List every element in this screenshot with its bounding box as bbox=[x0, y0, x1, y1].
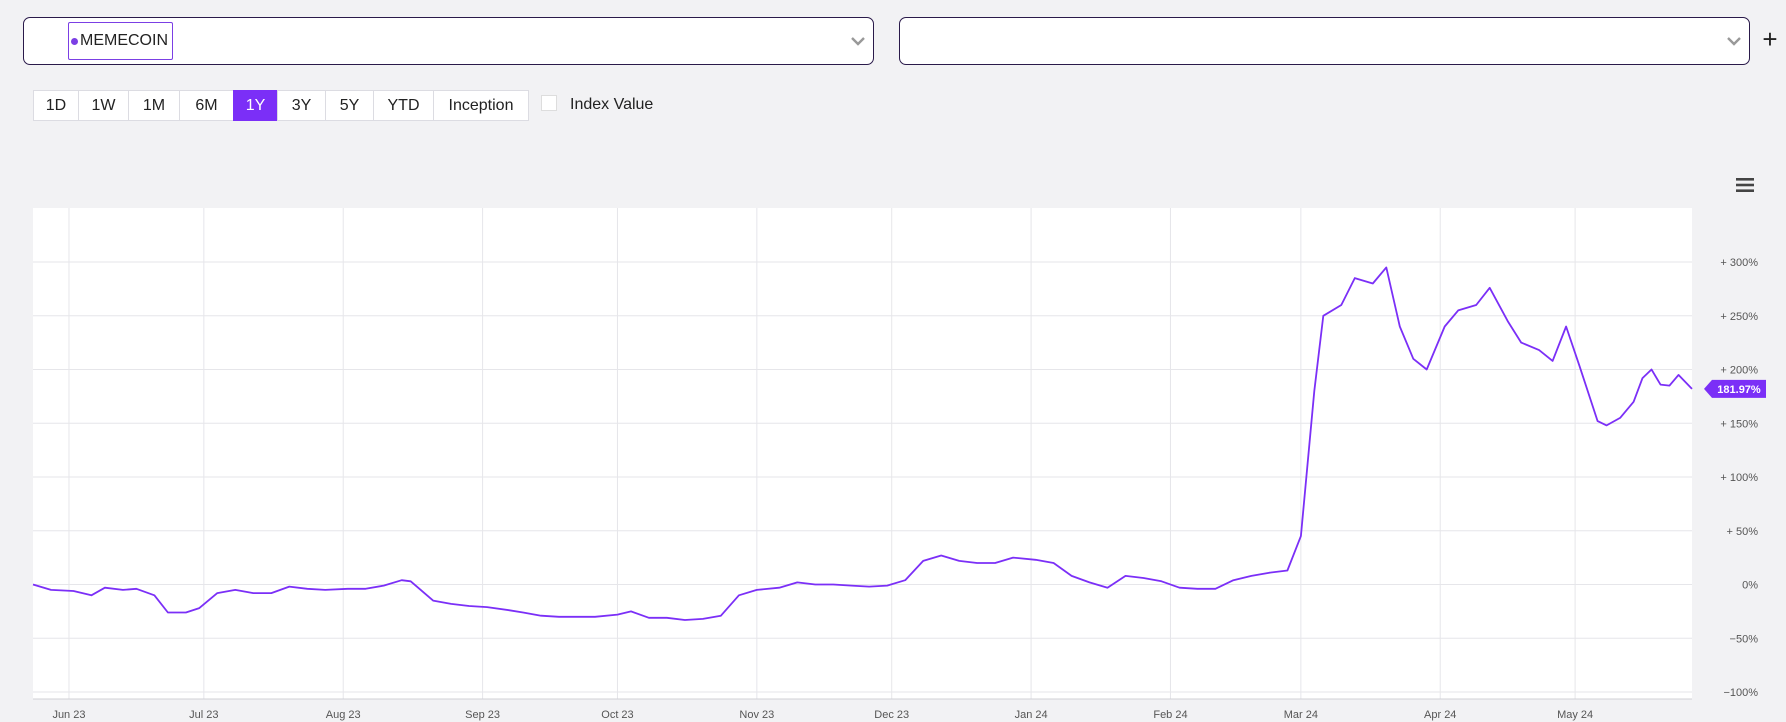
x-tick-label: Dec 23 bbox=[874, 709, 909, 721]
y-tick-label: + 100% bbox=[1720, 472, 1758, 484]
range-button-3y[interactable]: 3Y bbox=[277, 90, 326, 121]
y-tick-label: + 50% bbox=[1727, 526, 1759, 538]
chevron-down-icon[interactable] bbox=[1725, 32, 1743, 50]
x-tick-label: Apr 24 bbox=[1424, 709, 1456, 721]
series-line bbox=[32, 266, 1693, 621]
x-tick-label: Jul 23 bbox=[189, 709, 218, 721]
y-tick-label: + 300% bbox=[1720, 257, 1758, 269]
hamburger-icon[interactable] bbox=[1734, 176, 1756, 194]
range-button-5y[interactable]: 5Y bbox=[325, 90, 374, 121]
y-tick-label: + 150% bbox=[1720, 418, 1758, 430]
asset-color-dot bbox=[71, 37, 78, 45]
x-tick-label: Jan 24 bbox=[1015, 709, 1048, 721]
chevron-down-icon[interactable] bbox=[849, 32, 867, 50]
range-button-ytd[interactable]: YTD bbox=[373, 90, 434, 121]
index-value-checkbox[interactable] bbox=[541, 95, 557, 111]
plus-icon[interactable]: + bbox=[1762, 24, 1778, 54]
range-button-1y[interactable]: 1Y bbox=[233, 90, 278, 121]
x-tick-label: Nov 23 bbox=[739, 709, 774, 721]
y-tick-label: + 200% bbox=[1720, 365, 1758, 377]
y-tick-label: −50% bbox=[1730, 633, 1759, 645]
range-button-1m[interactable]: 1M bbox=[128, 90, 180, 121]
index-value-label: Index Value bbox=[570, 96, 654, 113]
asset-tag-label: MEMECOIN bbox=[80, 32, 168, 49]
compare-select[interactable] bbox=[899, 17, 1750, 65]
range-button-1w[interactable]: 1W bbox=[78, 90, 129, 121]
range-button-1d[interactable]: 1D bbox=[33, 90, 79, 121]
x-tick-label: Aug 23 bbox=[326, 709, 361, 721]
plot-area bbox=[33, 208, 1692, 699]
range-selector: 1D 1W 1M 6M 1Y 3Y 5Y YTD Inception bbox=[33, 90, 529, 121]
y-tick-label: −100% bbox=[1723, 687, 1758, 699]
x-tick-label: May 24 bbox=[1557, 709, 1593, 721]
range-button-inception[interactable]: Inception bbox=[433, 90, 529, 121]
x-tick-label: Oct 23 bbox=[601, 709, 633, 721]
last-value-label: 181.97% bbox=[1717, 384, 1761, 396]
last-value-flag bbox=[1704, 379, 1766, 398]
asset-tag[interactable]: MEMECOIN bbox=[68, 22, 173, 60]
x-tick-label: Jun 23 bbox=[52, 709, 85, 721]
range-button-6m[interactable]: 6M bbox=[179, 90, 234, 121]
y-tick-label: + 250% bbox=[1720, 311, 1758, 323]
asset-select[interactable]: MEMECOIN bbox=[23, 17, 874, 65]
x-tick-label: Mar 24 bbox=[1284, 709, 1318, 721]
y-tick-label: 0% bbox=[1742, 580, 1758, 592]
x-tick-label: Sep 23 bbox=[465, 709, 500, 721]
x-tick-label: Feb 24 bbox=[1153, 709, 1187, 721]
